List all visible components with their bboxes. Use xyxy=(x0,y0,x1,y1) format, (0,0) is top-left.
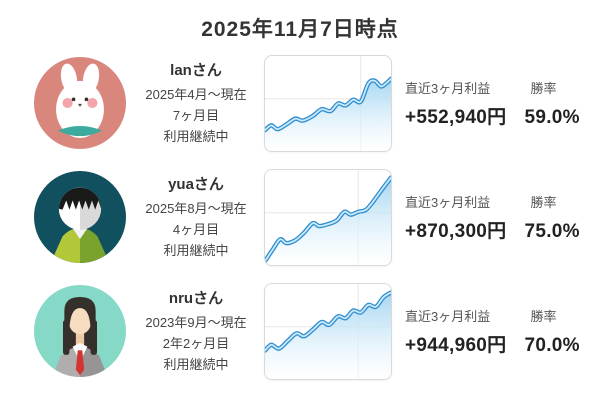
profit-sparkline-chart xyxy=(265,55,391,151)
user-status: 利用継続中 xyxy=(163,243,229,258)
profit-sparkline-frame xyxy=(264,282,392,380)
win-rate-label: 勝率 xyxy=(530,80,557,96)
user-rows: lanさん 2025年4月〜現在 7ヶ月目 利用継続中 直近3ヶ月利益 勝率 +… xyxy=(0,46,600,388)
profit-value: +870,300円 xyxy=(405,220,507,242)
user-info: lanさん 2025年4月〜現在 7ヶ月目 利用継続中 xyxy=(134,59,258,147)
profit-sparkline-chart xyxy=(265,283,391,379)
user-info: yuaさん 2025年8月〜現在 4ヶ月目 利用継続中 xyxy=(134,173,258,261)
page-title: 2025年11月7日時点 xyxy=(201,18,399,41)
profit-sparkline-frame xyxy=(264,54,392,152)
win-rate-value: 59.0% xyxy=(524,106,580,128)
user-row: nruさん 2023年9月〜現在 2年2ヶ月目 利用継続中 直近3ヶ月利益 勝率… xyxy=(0,274,600,388)
rabbit-avatar xyxy=(34,57,126,149)
user-status: 利用継続中 xyxy=(163,357,229,372)
profit-label: 直近3ヶ月利益 xyxy=(405,80,491,96)
profit-value: +944,960円 xyxy=(405,334,507,356)
stats-block: 直近3ヶ月利益 勝率 +870,300円 75.0% xyxy=(405,192,580,243)
user-duration: 7ヶ月目 xyxy=(172,108,220,123)
user-row: lanさん 2025年4月〜現在 7ヶ月目 利用継続中 直近3ヶ月利益 勝率 +… xyxy=(0,46,600,160)
profit-value: +552,940円 xyxy=(405,106,507,128)
profit-label: 直近3ヶ月利益 xyxy=(405,308,491,324)
stats-block: 直近3ヶ月利益 勝率 +944,960円 70.0% xyxy=(405,306,580,357)
win-rate-value: 75.0% xyxy=(524,220,580,242)
profit-sparkline-chart xyxy=(265,169,391,265)
boy-avatar xyxy=(34,171,126,263)
user-period: 2025年4月〜現在 xyxy=(145,87,247,102)
win-rate-value: 70.0% xyxy=(524,334,580,356)
user-info: nruさん 2023年9月〜現在 2年2ヶ月目 利用継続中 xyxy=(134,287,258,375)
user-row: yuaさん 2025年8月〜現在 4ヶ月目 利用継続中 直近3ヶ月利益 勝率 +… xyxy=(0,160,600,274)
user-period: 2023年9月〜現在 xyxy=(145,315,247,330)
win-rate-label: 勝率 xyxy=(530,194,557,210)
win-rate-label: 勝率 xyxy=(530,308,557,324)
woman-avatar xyxy=(34,285,126,377)
user-duration: 2年2ヶ月目 xyxy=(162,336,230,351)
user-name: lanさん xyxy=(170,62,222,79)
profit-label: 直近3ヶ月利益 xyxy=(405,194,491,210)
stats-block: 直近3ヶ月利益 勝率 +552,940円 59.0% xyxy=(405,78,580,129)
user-name: yuaさん xyxy=(168,176,224,193)
user-period: 2025年8月〜現在 xyxy=(145,201,247,216)
user-status: 利用継続中 xyxy=(163,129,229,144)
user-name: nruさん xyxy=(168,290,224,307)
profit-sparkline-frame xyxy=(264,168,392,266)
user-duration: 4ヶ月目 xyxy=(172,222,220,237)
